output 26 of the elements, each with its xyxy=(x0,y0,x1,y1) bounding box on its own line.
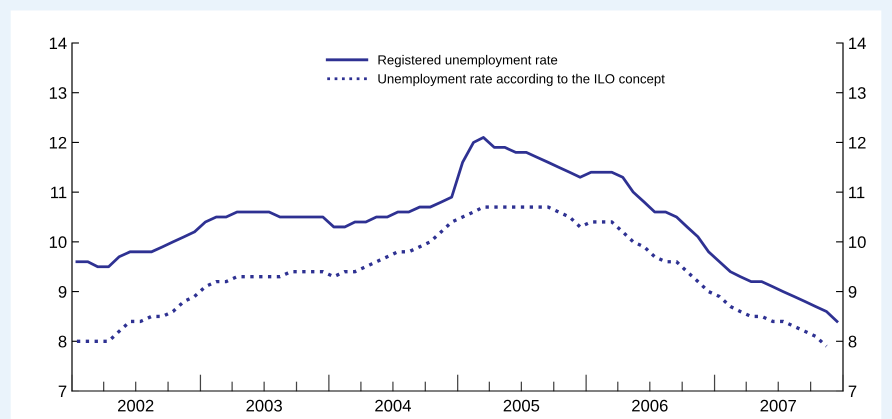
x-tick-label: 2006 xyxy=(632,400,668,412)
y-tick-label: 13 xyxy=(50,87,66,99)
y2-tick-label: 7 xyxy=(848,386,856,398)
y-tick-label: 7 xyxy=(58,386,66,398)
line-series xyxy=(76,136,838,323)
y-tick-label: 12 xyxy=(50,136,66,148)
line-series xyxy=(75,205,828,348)
y2-tick-label: 9 xyxy=(848,286,856,298)
y2-tick-label: 11 xyxy=(849,186,864,198)
y-tick-label: 8 xyxy=(58,336,66,348)
legend-label: Registered unemployment rate xyxy=(378,54,558,68)
x-tick-label: 2004 xyxy=(375,400,411,412)
y-tick-label: 9 xyxy=(58,286,66,298)
y-tick-label: 10 xyxy=(50,236,66,248)
y2-tick-label: 14 xyxy=(849,38,866,50)
x-tick-label: 2002 xyxy=(118,400,154,412)
y2-tick-label: 10 xyxy=(849,236,866,248)
x-tick-label: 2003 xyxy=(246,400,282,412)
y2-tick-label: 8 xyxy=(848,336,856,348)
x-tick-label: 2005 xyxy=(504,400,540,412)
y2-tick-label: 12 xyxy=(849,136,866,148)
y2-tick-label: 13 xyxy=(849,87,866,99)
y-tick-label: 11 xyxy=(51,186,66,198)
x-tick-label: 2007 xyxy=(760,400,796,412)
y-tick-label: 14 xyxy=(50,38,67,50)
legend-label: Unemployment rate according to the ILO concept xyxy=(378,74,665,86)
